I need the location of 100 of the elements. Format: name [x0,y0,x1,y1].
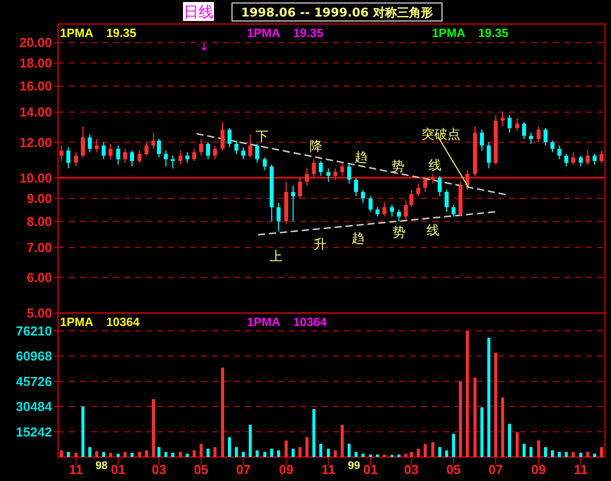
bar [579,452,582,457]
candlestick [486,142,491,169]
bar [109,452,112,457]
candlestick [212,145,217,160]
x-tick-label: 07 [488,462,503,477]
candlestick [452,204,456,218]
bar [340,424,344,457]
candlestick [255,143,260,164]
x-tick-label: 11 [69,462,83,477]
candlestick [480,129,484,152]
bar [530,447,533,457]
bar [593,454,596,457]
annotation: 上 [270,250,282,265]
candlestick [360,189,365,204]
y-tick-label: 20.00 [19,35,52,50]
bar [298,447,302,457]
bar [284,440,288,457]
candlestick [116,145,120,166]
bar [145,450,148,457]
y-tick-label: 30484 [16,399,53,414]
candlestick [66,146,70,169]
bar [564,452,568,457]
bar [228,437,231,457]
bar [263,452,266,457]
bar [416,448,420,457]
bar [206,448,210,457]
candlestick [304,168,309,186]
candlestick [522,122,526,140]
candlestick [178,150,182,166]
y-tick-label: 15242 [16,424,52,440]
bar [234,447,238,457]
candlestick [164,150,168,167]
bar [558,452,561,457]
bar [256,450,259,457]
bar [431,442,434,457]
bar [348,444,351,457]
bar [508,424,512,457]
candlestick [557,145,562,160]
bar [277,450,280,457]
bar [487,338,490,457]
bar [152,399,155,457]
candlestick [368,196,373,212]
candlestick [185,152,190,164]
y-tick-label: 8.00 [26,214,52,229]
bar [466,331,469,457]
candlestick [220,122,225,152]
candlestick [544,128,548,146]
bar [124,452,127,457]
bar [171,452,174,457]
x-tick-label: 03 [152,462,166,477]
candlestick [340,162,344,176]
candlestick [326,168,330,182]
candlestick [354,177,358,197]
bar [494,352,498,457]
bar [157,447,160,457]
candlestick [291,185,296,222]
candlestick [170,155,175,169]
y-tick-label: 14.00 [19,104,52,120]
candlestick [80,126,85,158]
candlestick [130,150,134,167]
candlestick [199,138,204,156]
bar [192,450,196,457]
bar [319,444,322,457]
bar [242,452,245,457]
y-tick-label: 6.00 [26,270,52,285]
bar [452,434,456,457]
bar [544,447,548,457]
bar [102,452,106,457]
candlestick [600,150,604,164]
chart-title: 1998.06 -- 1999.06 对称三角形 [241,6,433,20]
candlestick [88,134,92,153]
bar [354,452,358,457]
x-tick-label: 98 [95,460,108,472]
bar [537,440,540,457]
bar [424,444,427,457]
annotation: 1PMA 19.35 [247,26,324,40]
bar [164,452,168,457]
annotation: 趋 [354,150,368,166]
bar [458,381,462,457]
annotation: 下 [256,130,268,145]
candlestick [318,160,323,176]
bar [361,454,364,457]
candlestick [138,150,142,164]
x-tick-label: 11 [574,462,588,477]
candlestick [156,138,161,158]
x-tick-label: 03 [404,462,419,477]
bar [445,450,448,457]
x-tick-label: 01 [110,462,126,477]
bar [410,452,413,457]
bar [404,454,408,457]
candlestick [241,146,246,160]
candlestick [192,148,196,162]
bar [572,452,575,457]
bar [480,407,484,457]
candlestick [416,183,420,197]
bar [522,444,526,457]
bar [270,448,274,457]
y-tick-label: 10.00 [19,170,52,186]
candlestick [298,177,302,199]
y-tick-label: 16.00 [19,78,52,94]
